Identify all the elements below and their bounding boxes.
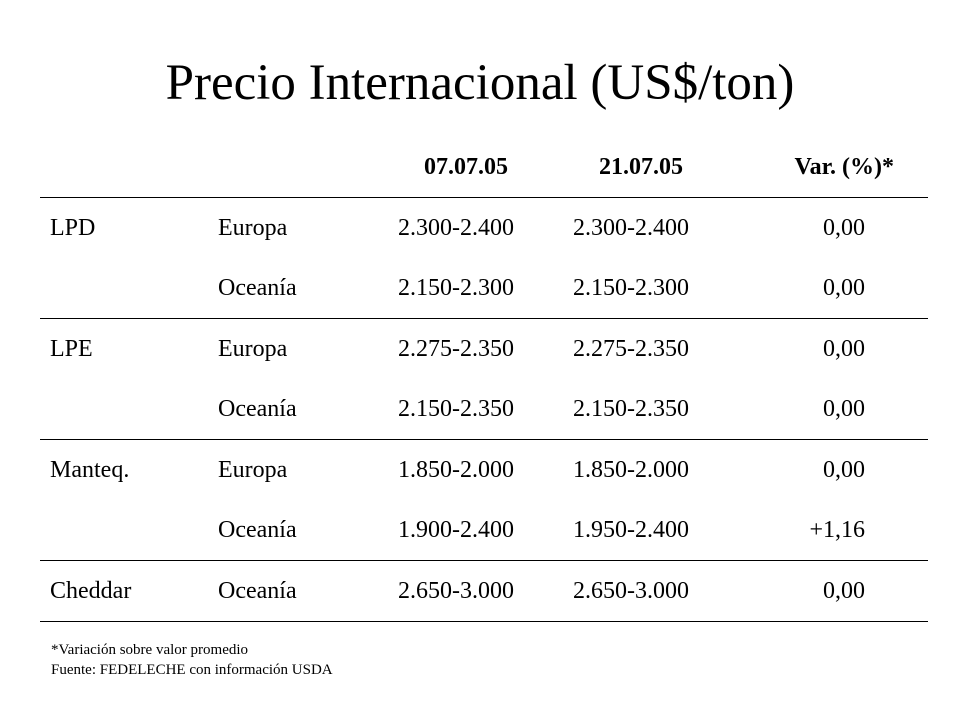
cell-date-2: 1.850-2.000 xyxy=(573,456,689,483)
table-body: LPD Europa 2.300-2.400 2.300-2.400 0,00 Ocean… xyxy=(40,198,928,622)
table-header-row: 07.07.05 21.07.05 Var. (%)* xyxy=(40,137,928,198)
cell-product: Cheddar xyxy=(50,577,132,604)
cell-variation: 0,00 xyxy=(823,456,865,483)
header-date-2: 21.07.05 xyxy=(599,153,683,180)
cell-variation: 0,00 xyxy=(823,335,865,362)
table-row: LPD Europa 2.300-2.400 2.300-2.400 0,00 xyxy=(40,198,928,259)
table-row: Oceanía 2.150-2.300 2.150-2.300 0,00 xyxy=(40,258,928,319)
cell-product: Manteq. xyxy=(50,456,130,483)
header-product xyxy=(40,137,218,198)
cell-product xyxy=(40,258,218,319)
cell-product xyxy=(40,500,218,561)
table-row: Manteq. Europa 1.850-2.000 1.850-2.000 0,00 xyxy=(40,440,928,501)
table-row: LPE Europa 2.275-2.350 2.275-2.350 0,00 xyxy=(40,319,928,380)
cell-date-1: 2.150-2.350 xyxy=(398,395,514,422)
cell-variation: 0,00 xyxy=(823,395,865,422)
header-variation: Var. (%)* xyxy=(794,153,894,180)
cell-date-1: 2.650-3.000 xyxy=(398,577,514,604)
cell-region: Oceanía xyxy=(218,516,297,543)
cell-product: LPE xyxy=(50,335,93,362)
cell-date-2: 2.300-2.400 xyxy=(573,214,689,241)
footnote-variation: *Variación sobre valor promedio xyxy=(51,642,249,658)
header-date-1: 07.07.05 xyxy=(424,153,508,180)
cell-date-1: 2.300-2.400 xyxy=(398,214,514,241)
cell-date-2: 2.275-2.350 xyxy=(573,335,689,362)
table-row: Cheddar Oceanía 2.650-3.000 2.650-3.000 0,00 xyxy=(40,561,928,622)
cell-product: LPD xyxy=(50,214,96,241)
cell-date-1: 1.850-2.000 xyxy=(398,456,514,483)
footnotes: *Variación sobre valor promedio Fuente: … xyxy=(51,640,333,680)
cell-variation: 0,00 xyxy=(823,577,865,604)
cell-variation: 0,00 xyxy=(823,214,865,241)
cell-date-1: 2.150-2.300 xyxy=(398,274,514,301)
cell-region: Oceanía xyxy=(218,395,297,422)
page-title: Precio Internacional (US$/ton) xyxy=(165,55,795,111)
cell-region: Europa xyxy=(218,456,288,483)
cell-product xyxy=(40,379,218,440)
cell-date-2: 2.150-2.300 xyxy=(573,274,689,301)
table-row: Oceanía 2.150-2.350 2.150-2.350 0,00 xyxy=(40,379,928,440)
header-region xyxy=(218,137,398,198)
cell-region: Oceanía xyxy=(218,577,297,604)
cell-date-2: 2.650-3.000 xyxy=(573,577,689,604)
cell-date-2: 1.950-2.400 xyxy=(573,516,689,543)
cell-region: Oceanía xyxy=(218,274,297,301)
cell-date-1: 2.275-2.350 xyxy=(398,335,514,362)
price-table: 07.07.05 21.07.05 Var. (%)* LPD Europa 2.3… xyxy=(40,137,928,622)
cell-region: Europa xyxy=(218,335,288,362)
cell-date-2: 2.150-2.350 xyxy=(573,395,689,422)
cell-variation: 0,00 xyxy=(823,274,865,301)
cell-region: Europa xyxy=(218,214,288,241)
footnote-source: Fuente: FEDELECHE con información USDA xyxy=(51,662,333,678)
table-row: Oceanía 1.900-2.400 1.950-2.400 +1,16 xyxy=(40,500,928,561)
cell-date-1: 1.900-2.400 xyxy=(398,516,514,543)
cell-variation: +1,16 xyxy=(809,516,865,543)
